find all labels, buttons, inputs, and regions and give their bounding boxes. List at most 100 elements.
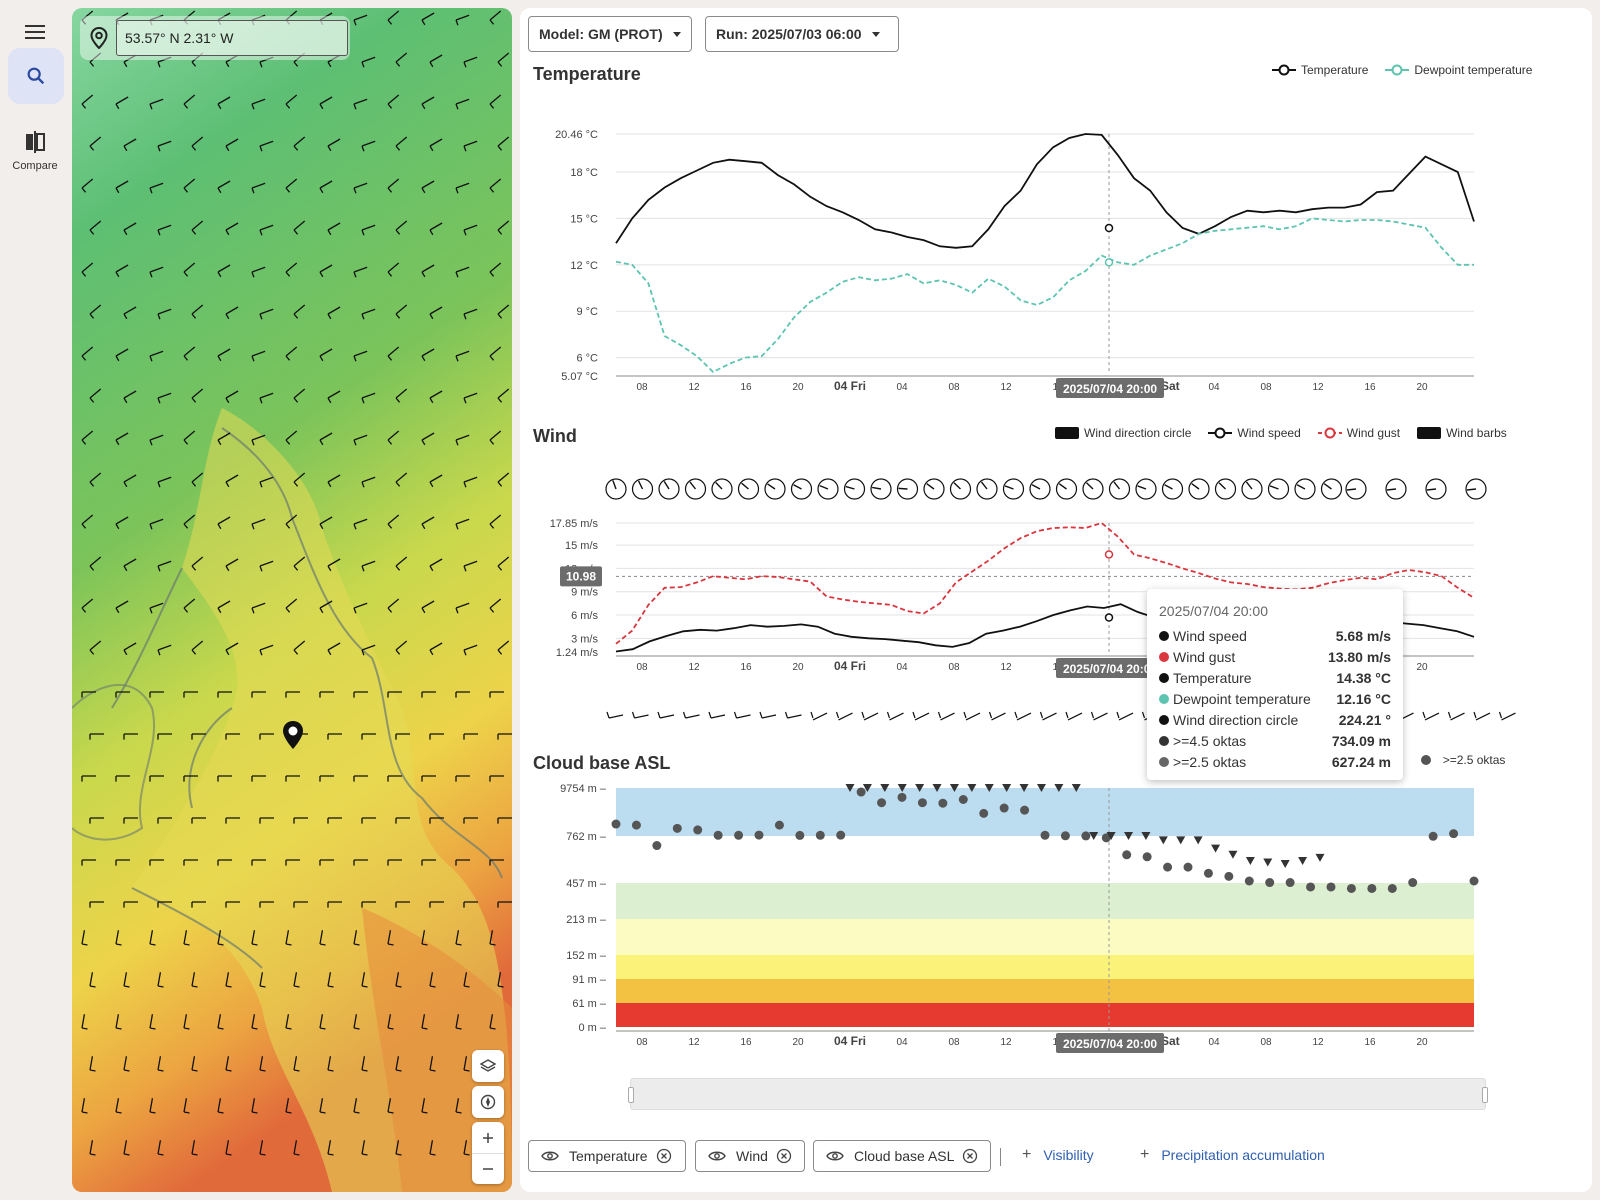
- map-wind-barb: [421, 775, 436, 782]
- map-wind-barb: [149, 434, 164, 446]
- cloud-point-2-5-oktas: [917, 798, 927, 808]
- map-wind-barb: [327, 390, 341, 404]
- tooltip-row: Wind gust 13.80 m/s: [1159, 646, 1391, 667]
- remove-icon[interactable]: [776, 1148, 792, 1164]
- wind-barb: [759, 711, 777, 719]
- add-visibility-button[interactable]: + Visibility: [1022, 1146, 1094, 1164]
- x-tick-label: 20: [1416, 1037, 1428, 1048]
- legend-box-icon: [1055, 427, 1079, 439]
- y-tick-label: 9 m/s: [571, 587, 598, 599]
- wind-barb: [1039, 711, 1057, 721]
- map-wind-barb: [89, 1140, 96, 1156]
- coordinates-field[interactable]: 53.57° N 2.31° W: [116, 20, 348, 56]
- cloud-base-chart[interactable]: 9754 m – 762 m – 457 m – 213 m – 152 m – 91 m…: [520, 783, 1592, 1063]
- direction-needle: [793, 484, 802, 490]
- cloud-point-2-5-oktas: [672, 823, 682, 833]
- wind-direction-circle: [711, 478, 733, 500]
- wind-barb: [631, 711, 649, 719]
- search-button[interactable]: [8, 48, 64, 104]
- direction-needle: [689, 481, 697, 490]
- map-wind-barb: [191, 220, 204, 235]
- direction-needle: [741, 482, 749, 490]
- chip-temperature[interactable]: Temperature: [528, 1140, 686, 1172]
- map-wind-barb: [353, 266, 368, 278]
- barb-flag: [759, 711, 763, 719]
- chip-wind[interactable]: Wind: [695, 1140, 805, 1172]
- map-wind-barb: [183, 859, 198, 866]
- wind-barb: [1473, 711, 1491, 721]
- map-wind-barb: [455, 182, 470, 194]
- direction-needle: [1269, 485, 1279, 490]
- map-wind-barb: [395, 733, 410, 740]
- wind-direction-circle: [1241, 478, 1263, 500]
- remove-icon[interactable]: [962, 1148, 978, 1164]
- map-wind-barb: [463, 817, 478, 824]
- barb-staff: [1475, 712, 1491, 721]
- zoom-in-button[interactable]: [482, 1123, 494, 1153]
- legend-dewpoint[interactable]: Dewpoint temperature: [1384, 63, 1532, 77]
- wind-chart[interactable]: 17.85 m/s15 m/s12 m/s9 m/s6 m/s3 m/s1.24…: [520, 468, 1592, 738]
- temperature-chart[interactable]: 20.46 °C 18 °C 15 °C 12 °C 9 °C 6 °C 5.07 °C 08…: [520, 108, 1592, 408]
- map-wind-barb: [327, 972, 334, 988]
- direction-needle: [1323, 483, 1332, 490]
- map-wind-barb: [489, 930, 496, 946]
- legend-oktas-2-5[interactable]: >=2.5 oktas: [1419, 753, 1505, 767]
- wind-barb: [886, 711, 904, 721]
- map-wind-barb: [429, 306, 443, 320]
- legend-wind-barbs[interactable]: Wind barbs: [1416, 426, 1507, 440]
- chip-label: Temperature: [569, 1148, 648, 1164]
- cloud-point-2-5-oktas: [979, 808, 989, 818]
- cloud-point-2-5-oktas: [1306, 882, 1316, 892]
- map-wind-barb: [123, 222, 137, 236]
- legend-wind-gust[interactable]: Wind gust: [1317, 426, 1400, 440]
- location-box: 53.57° N 2.31° W: [80, 16, 350, 60]
- location-marker-icon[interactable]: [282, 720, 304, 750]
- map-wind-barb: [157, 644, 172, 656]
- crosshair-time-label: 2025/07/04 20:00: [1056, 1033, 1164, 1053]
- barb-flag: [1422, 711, 1426, 719]
- wind-direction-circle: [1294, 478, 1316, 500]
- run-selector[interactable]: Run: 2025/07/03 06:00: [705, 16, 899, 52]
- legend-wind-direction[interactable]: Wind direction circle: [1054, 426, 1191, 440]
- map-wind-barb: [421, 264, 435, 278]
- wind-barb: [1447, 711, 1465, 721]
- layers-button[interactable]: [472, 1050, 504, 1082]
- legend-wind-speed[interactable]: Wind speed: [1207, 426, 1301, 440]
- crosshair-time-box: [1056, 658, 1164, 678]
- range-handle-start[interactable]: [628, 1087, 634, 1103]
- range-handle-end[interactable]: [1482, 1087, 1488, 1103]
- cloud-point-2-5-oktas: [795, 830, 805, 840]
- model-selector[interactable]: Model: GM (PROT): [528, 16, 692, 52]
- map-wind-barb: [259, 224, 274, 236]
- temperature-marker: [1104, 223, 1114, 233]
- add-precipitation-button[interactable]: + Precipitation accumulation: [1140, 1146, 1325, 1164]
- barb-flag: [810, 711, 814, 719]
- x-tick-label: 04 Fri: [834, 379, 866, 393]
- wind-direction-circle: [1345, 478, 1367, 500]
- menu-button[interactable]: [17, 14, 53, 50]
- legend-temperature[interactable]: Temperature: [1271, 63, 1368, 77]
- wind-direction-circle: [790, 478, 813, 500]
- map-wind-barb: [115, 180, 129, 194]
- zoom-out-button[interactable]: [472, 1153, 504, 1183]
- x-tick-label: 04 Fri: [834, 659, 866, 673]
- cloud-point-4-5-oktas: [1228, 850, 1238, 859]
- compare-icon: [26, 131, 45, 153]
- weather-map[interactable]: 53.57° N 2.31° W: [72, 8, 512, 1192]
- cloud-point-4-5-oktas: [984, 784, 994, 792]
- compass-button[interactable]: [472, 1086, 504, 1118]
- y-tick-label: 18 °C: [570, 167, 598, 179]
- remove-icon[interactable]: [656, 1148, 672, 1164]
- time-range-slider[interactable]: [628, 1078, 1488, 1110]
- legend-line-icon: [1385, 64, 1410, 76]
- map-wind-barb: [217, 930, 224, 946]
- map-wind-barb: [429, 138, 443, 152]
- barb-flag: [835, 711, 840, 719]
- map-wind-barb: [183, 346, 196, 361]
- compare-button[interactable]: Compare: [0, 130, 70, 186]
- map-wind-barb: [353, 182, 368, 194]
- map-wind-barb: [251, 350, 266, 362]
- map-wind-barb: [123, 558, 137, 572]
- cloud-base-band: [616, 883, 1474, 919]
- chip-cloud-base[interactable]: Cloud base ASL: [813, 1140, 991, 1172]
